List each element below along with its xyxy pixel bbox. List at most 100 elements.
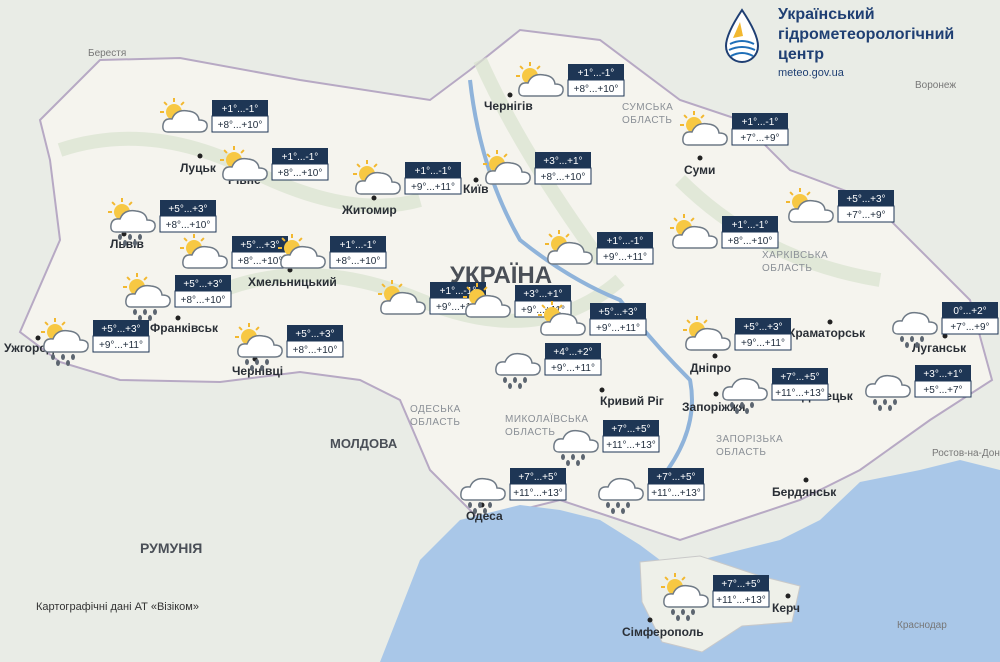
sun-ray [789, 191, 794, 196]
city-label: Хмельницький [248, 275, 337, 289]
night-temp: +1°...-1° [578, 68, 615, 79]
cloud [598, 477, 644, 501]
rain-drop [606, 502, 610, 508]
sun-ray [373, 163, 378, 168]
day-bg [914, 380, 972, 398]
forecast: +7°...+5° +11°...+13° [460, 468, 567, 514]
day-temp: +7°...+9° [740, 133, 779, 144]
cloud [380, 291, 426, 315]
city-dot [473, 177, 479, 183]
region-label: ОБЛАСТЬ [762, 263, 812, 274]
forecast: +1°...-1° +8°...+10° [516, 62, 625, 97]
sun-ray [200, 237, 205, 242]
sun-ray [703, 319, 708, 324]
night-bg [535, 152, 591, 168]
sun-ray [686, 319, 691, 324]
rain-drop [148, 315, 152, 321]
day-temp: +11°...+13° [606, 440, 656, 451]
day-bg [771, 383, 829, 401]
rain-drop [750, 402, 754, 408]
day-temp: +11°...+13° [513, 488, 563, 499]
night-bg [648, 468, 704, 484]
rain-drop [915, 342, 919, 348]
rain-drop [245, 359, 249, 365]
cloud [672, 225, 718, 249]
sun-ray [163, 101, 168, 106]
country-label: МОЛДОВА [330, 436, 398, 451]
cloud [892, 311, 938, 335]
night-temp: +1°...-1° [282, 152, 319, 163]
rain-drop [616, 502, 620, 508]
rain-drop [873, 399, 877, 405]
city-dot [785, 593, 791, 599]
day-bg [837, 205, 895, 223]
night-temp: +3°...+1° [543, 156, 582, 167]
city-label: Житомир [341, 203, 397, 217]
region-label: ОБЛАСТЬ [410, 417, 460, 428]
sun-ray [183, 237, 188, 242]
sun-ray [298, 237, 303, 242]
cloud [518, 73, 564, 97]
region-label: СУМСЬКА [622, 102, 673, 113]
sun-ray [180, 101, 185, 106]
night-temp: +7°...+5° [611, 424, 650, 435]
sun-ray [565, 233, 570, 238]
cloud [162, 109, 208, 133]
city-dot [827, 319, 833, 325]
day-bg [159, 215, 217, 233]
city-label: Дніпро [690, 361, 731, 375]
night-bg [915, 365, 971, 381]
sun-ray [44, 321, 49, 326]
sun-ray [673, 217, 678, 222]
night-temp: 0°...+2° [953, 306, 986, 317]
rain-drop [566, 460, 570, 466]
forecast: +5°...+3° +9°...+11° [538, 301, 647, 336]
day-temp: +8°...+10° [218, 120, 263, 131]
sun-ray [690, 217, 695, 222]
day-temp: +9°...+11° [411, 182, 455, 193]
night-temp: +5°...+3° [240, 240, 279, 251]
night-temp: +7°...+5° [780, 372, 819, 383]
forecast: +1°...-1° +9°...+11° [353, 160, 462, 195]
header-title: Український [778, 6, 875, 23]
night-temp: +7°...+5° [518, 472, 557, 483]
city-label: Луганськ [912, 341, 967, 355]
rain-drop [878, 405, 882, 411]
forecast: +7°...+5° +11°...+13° [553, 420, 660, 466]
day-temp: +8°...+10° [166, 220, 211, 231]
night-bg [160, 200, 216, 216]
rain-drop [730, 402, 734, 408]
forecast: 0°...+2° +7°...+9° [892, 302, 999, 348]
rain-drop [671, 609, 675, 615]
logo [724, 8, 760, 63]
cloud [355, 171, 401, 195]
day-temp: +9°...+11° [99, 340, 143, 351]
day-bg [721, 231, 779, 249]
day-bg [647, 483, 705, 501]
city-label: Сімферополь [622, 625, 704, 639]
cloud [43, 329, 89, 353]
rain-drop [153, 309, 157, 315]
rain-drop [691, 609, 695, 615]
city-dot [712, 353, 718, 359]
rain-drop [61, 354, 65, 360]
day-bg [941, 317, 999, 335]
night-temp: +1°...-1° [742, 117, 779, 128]
forecast: +3°...+1° +5°...+7° [865, 365, 972, 411]
rain-drop [508, 383, 512, 389]
day-bg [589, 318, 647, 336]
night-bg [942, 302, 998, 318]
forecast: +1°...-1° +8°...+10° [220, 146, 329, 181]
sun-ray [664, 576, 669, 581]
day-temp: +8°...+10° [728, 236, 773, 247]
sun-ray [111, 201, 116, 206]
day-temp: +11°...+13° [716, 595, 766, 606]
night-bg [568, 64, 624, 80]
sun-ray [548, 233, 553, 238]
forecast: +7°...+5° +11°...+13° [598, 468, 705, 514]
rain-drop [626, 502, 630, 508]
night-bg [713, 575, 769, 591]
night-temp: +1°...-1° [222, 104, 259, 115]
night-bg [545, 343, 601, 359]
rain-drop [893, 399, 897, 405]
